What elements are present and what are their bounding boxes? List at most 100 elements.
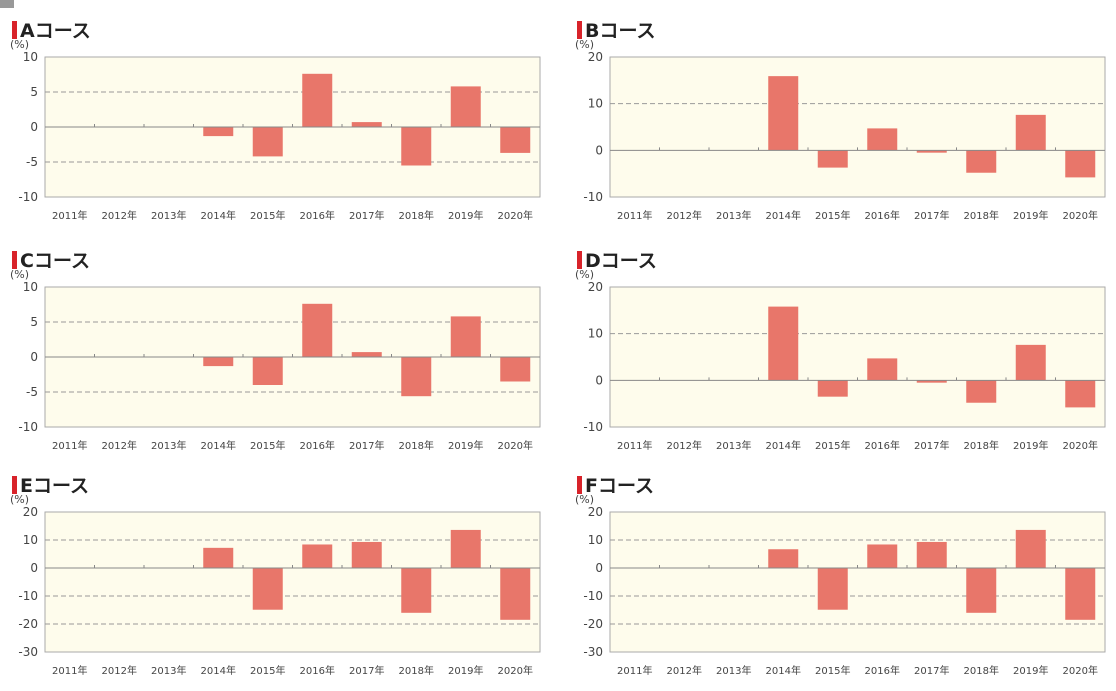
x-tick-label: 2018年: [964, 209, 999, 222]
y-tick-label: -30: [583, 645, 603, 659]
title-marker-icon: [12, 20, 17, 39]
chart-title: Fコース: [577, 471, 654, 498]
bar: [1015, 114, 1046, 151]
y-tick-label: 5: [30, 85, 38, 99]
bar-chart: 20 10 0 -10 -20 -30 2011年 2012年 2013年 2014年 2015年 2…: [583, 505, 1106, 677]
x-tick-label: 2020年: [1063, 664, 1098, 677]
bar: [1015, 529, 1046, 568]
chart-title-text: Bコース: [585, 20, 656, 42]
bar: [401, 357, 432, 397]
bar: [1065, 380, 1096, 408]
x-tick-label: 2011年: [52, 209, 87, 222]
y-tick-label: 20: [588, 280, 603, 294]
x-tick-label: 2016年: [865, 209, 900, 222]
x-tick-label: 2013年: [151, 439, 186, 452]
bar: [1015, 344, 1046, 381]
x-tick-label: 2018年: [964, 664, 999, 677]
x-tick-label: 2017年: [914, 209, 949, 222]
x-tick-label: 2020年: [498, 664, 533, 677]
chart-panel-e-course: Eコース (%) 20 10 0 -10 -20 -30 2011年 2012年 2013年 20…: [0, 465, 545, 690]
chart-title-text: Dコース: [585, 250, 657, 272]
x-tick-label: 2019年: [1013, 439, 1048, 452]
x-tick-label: 2015年: [815, 664, 850, 677]
x-tick-label: 2020年: [498, 209, 533, 222]
y-tick-label: -10: [583, 420, 603, 434]
x-tick-label: 2018年: [399, 209, 434, 222]
bar: [203, 127, 234, 137]
y-tick-label: 10: [23, 280, 38, 294]
chart-title: Dコース: [577, 246, 657, 273]
bar: [768, 306, 799, 381]
y-unit-label: (%): [575, 38, 595, 51]
bar: [500, 568, 531, 620]
bar: [401, 127, 432, 166]
y-tick-label: 0: [595, 143, 603, 157]
x-tick-label: 2011年: [617, 439, 652, 452]
chart-panel-a-course: Aコース (%) 10 5 0 -5 -10 2011年 2012年 2013年 2014年 20…: [0, 10, 545, 235]
bar: [817, 568, 848, 610]
chart-title-text: Cコース: [20, 250, 90, 272]
chart-panel-c-course: Cコース (%) 10 5 0 -5 -10 2011年 2012年 2013年 2014年 20…: [0, 240, 545, 465]
y-tick-label: 0: [30, 561, 38, 575]
y-tick-label: -5: [26, 385, 38, 399]
x-tick-label: 2011年: [52, 439, 87, 452]
bar: [1065, 568, 1096, 620]
x-tick-label: 2012年: [102, 439, 137, 452]
x-tick-label: 2013年: [151, 209, 186, 222]
bar: [768, 76, 799, 151]
y-tick-label: 0: [30, 120, 38, 134]
bar: [450, 529, 481, 568]
x-tick-label: 2018年: [399, 439, 434, 452]
bar: [203, 547, 234, 568]
y-tick-label: 0: [595, 373, 603, 387]
x-tick-label: 2017年: [914, 664, 949, 677]
x-tick-label: 2015年: [815, 439, 850, 452]
bar-chart: 10 5 0 -5 -10 2011年 2012年 2013年 2014年 2015年 2016年 2…: [18, 50, 541, 222]
x-tick-label: 2017年: [914, 439, 949, 452]
y-tick-label: -10: [18, 190, 38, 204]
y-tick-label: 20: [588, 50, 603, 64]
x-tick-label: 2012年: [102, 664, 137, 677]
x-tick-label: 2011年: [617, 664, 652, 677]
x-tick-label: 2017年: [349, 209, 384, 222]
bar: [500, 127, 531, 153]
x-tick-label: 2018年: [399, 664, 434, 677]
bar: [302, 544, 333, 568]
bar-chart: 10 5 0 -5 -10 2011年 2012年 2013年 2014年 2015年 2016年 2…: [18, 280, 541, 452]
chart-panel-b-course: Bコース (%) 20 10 0 -10 2011年 2012年 2013年 2014年 201…: [565, 10, 1110, 235]
y-unit-label: (%): [10, 38, 30, 51]
chart-title-text: Eコース: [20, 475, 90, 497]
x-tick-label: 2020年: [1063, 439, 1098, 452]
bar: [867, 128, 898, 151]
bar: [351, 541, 382, 568]
bar: [966, 380, 997, 403]
x-tick-label: 2015年: [815, 209, 850, 222]
x-tick-label: 2015年: [250, 439, 285, 452]
x-tick-label: 2013年: [716, 209, 751, 222]
x-tick-label: 2014年: [766, 664, 801, 677]
x-tick-label: 2019年: [448, 209, 483, 222]
bar-chart: 20 10 0 -10 2011年 2012年 2013年 2014年 2015年 2016年 20…: [583, 280, 1106, 452]
y-tick-label: -10: [18, 589, 38, 603]
bar: [203, 357, 234, 367]
y-tick-label: -10: [18, 420, 38, 434]
title-marker-icon: [577, 475, 582, 494]
bar: [817, 150, 848, 168]
x-tick-label: 2014年: [201, 209, 236, 222]
bar: [966, 568, 997, 613]
y-unit-label: (%): [575, 493, 595, 506]
y-tick-label: -20: [583, 617, 603, 631]
x-tick-label: 2014年: [766, 209, 801, 222]
x-tick-label: 2012年: [667, 209, 702, 222]
bar-chart: 20 10 0 -10 -20 -30 2011年 2012年 2013年 2014年 2015年 2…: [18, 505, 541, 677]
title-marker-icon: [12, 250, 17, 269]
y-unit-label: (%): [10, 268, 30, 281]
y-tick-label: -30: [18, 645, 38, 659]
x-tick-label: 2013年: [716, 664, 751, 677]
bar: [252, 357, 283, 385]
y-tick-label: 10: [588, 327, 603, 341]
chart-title-text: Aコース: [20, 20, 91, 42]
x-tick-label: 2012年: [102, 209, 137, 222]
x-tick-label: 2020年: [1063, 209, 1098, 222]
bar: [252, 568, 283, 610]
